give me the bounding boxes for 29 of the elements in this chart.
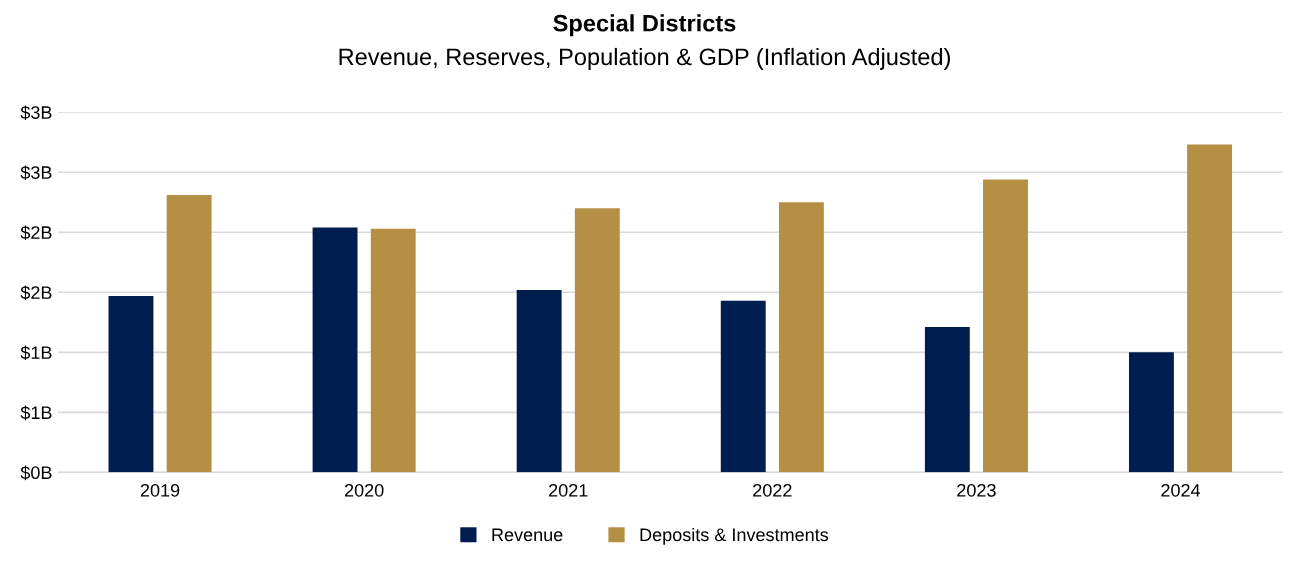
legend-label: Deposits & Investments <box>640 527 829 545</box>
chart-subtitle: Revenue, Reserves, Population & GDP (Inflation Adjusted) <box>339 47 950 70</box>
legend-label: Revenue <box>492 528 563 542</box>
x-tick-label: 2021 <box>549 483 588 497</box>
bar <box>720 300 766 473</box>
bar <box>924 327 970 473</box>
y-tick-label: $3B <box>20 165 52 181</box>
bar <box>370 228 416 473</box>
bar <box>166 195 212 473</box>
bar <box>108 295 154 473</box>
x-tick-label: 2019 <box>140 483 180 497</box>
y-tick-label: $2B <box>20 285 52 301</box>
y-tick-label: $1B <box>20 345 52 361</box>
x-tick-label: 2024 <box>1161 483 1201 497</box>
chart-title: Special Districts <box>553 14 736 37</box>
bar <box>1187 144 1233 473</box>
bar <box>1128 352 1174 473</box>
x-tick-label: 2022 <box>753 483 792 497</box>
bar <box>516 289 562 473</box>
y-tick-label: $2B <box>20 225 52 241</box>
y-tick-label: $3B <box>20 105 52 120</box>
y-tick-label: $0B <box>20 465 52 481</box>
bar <box>574 208 620 473</box>
x-tick-label: 2023 <box>957 483 996 497</box>
x-tick-label: 2020 <box>344 483 384 497</box>
bar <box>778 202 824 473</box>
bar <box>983 179 1028 473</box>
bar <box>312 227 358 473</box>
y-tick-label: $1B <box>20 405 52 421</box>
